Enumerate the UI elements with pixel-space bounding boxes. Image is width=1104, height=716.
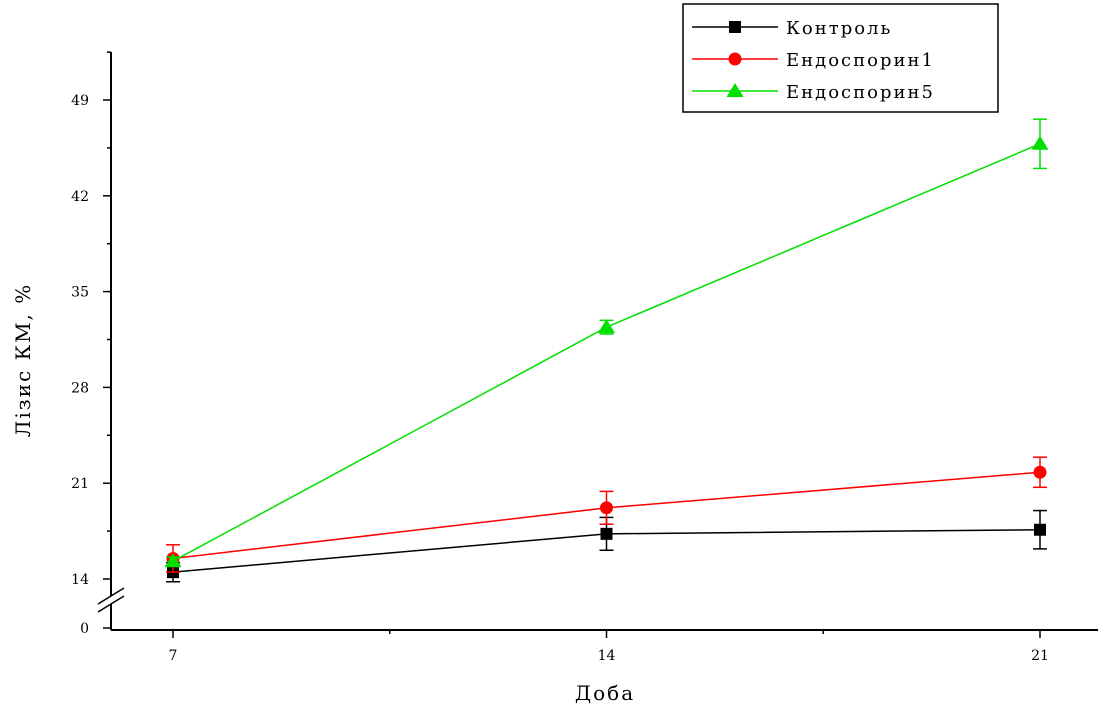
x-axis-label: Доба bbox=[575, 681, 635, 705]
legend-item: Ендоспорин1 bbox=[692, 50, 935, 71]
y-axis-break-mark bbox=[97, 587, 125, 613]
legend-label: Ендоспорин5 bbox=[786, 82, 935, 103]
series-3 bbox=[164, 118, 1049, 568]
legend: Контроль Ендоспорин1 Ендоспорин5 bbox=[682, 3, 999, 113]
series-layer bbox=[164, 118, 1049, 583]
y-tick-label: 28 bbox=[71, 380, 89, 396]
data-point bbox=[1031, 135, 1049, 150]
data-point bbox=[600, 501, 613, 515]
legend-marker bbox=[726, 83, 744, 97]
y-tick-label: 14 bbox=[71, 572, 89, 588]
y-tick-label: 49 bbox=[71, 93, 89, 109]
axes bbox=[97, 52, 1098, 631]
data-point bbox=[600, 527, 613, 540]
y-tick-label: 42 bbox=[71, 189, 89, 205]
legend-marker bbox=[728, 52, 742, 66]
legend-label: Ендоспорин1 bbox=[786, 50, 935, 71]
x-tick-label: 21 bbox=[1031, 648, 1049, 664]
data-point bbox=[164, 553, 182, 568]
legend-label: Контроль bbox=[786, 18, 892, 39]
y-tick-label: 21 bbox=[71, 476, 89, 492]
data-point bbox=[1034, 523, 1046, 536]
legend-marker bbox=[729, 21, 741, 33]
x-tick-label: 7 bbox=[169, 648, 178, 664]
legend-item: Ендоспорин5 bbox=[692, 82, 935, 103]
series-2 bbox=[166, 456, 1047, 573]
data-point bbox=[598, 319, 615, 334]
y-tick-label: 35 bbox=[71, 285, 89, 301]
y-tick-label: 0 bbox=[80, 621, 89, 637]
legend-item: Контроль bbox=[692, 18, 892, 39]
data-point bbox=[1033, 465, 1047, 479]
x-tick-label: 14 bbox=[598, 648, 616, 664]
x-ticks: 7 14 21 bbox=[169, 630, 1049, 664]
y-ticks: 0 14 21 28 35 42 49 bbox=[71, 51, 111, 637]
y-axis-label: Лізис КМ, % bbox=[11, 283, 35, 438]
